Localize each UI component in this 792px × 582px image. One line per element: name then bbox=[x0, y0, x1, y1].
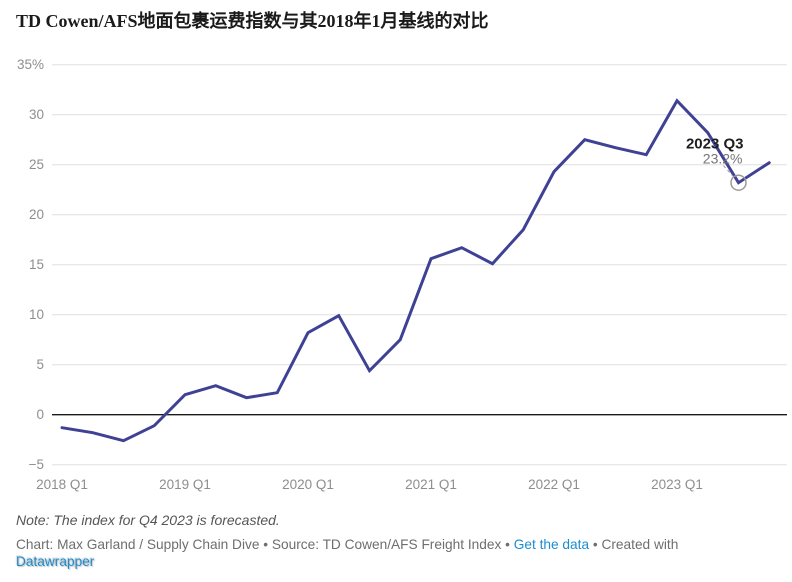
forecast-point-marker bbox=[730, 174, 747, 191]
annotation-connector bbox=[723, 165, 734, 178]
y-tick-label: 0 bbox=[36, 407, 44, 422]
byline-credit-text: Chart: Max Garland / Supply Chain Dive •… bbox=[16, 537, 514, 552]
chart-footer: Note: The index for Q4 2023 is forecaste… bbox=[16, 512, 778, 570]
y-tick-label: 15 bbox=[29, 257, 44, 272]
annotation-value: 23.2% bbox=[703, 151, 743, 167]
line-chart: 35% 30 25 20 15 10 5 0 −5 2018 Q1 2019 Q1 2020 Q1 20… bbox=[17, 57, 787, 492]
byline-created-with-text: • Created with bbox=[589, 537, 679, 552]
freight-index-line bbox=[60, 98, 771, 443]
y-tick-label: 5 bbox=[36, 357, 44, 372]
y-tick-label: 30 bbox=[29, 107, 44, 122]
x-tick-label: 2023 Q1 bbox=[651, 477, 703, 492]
chart-title: TD Cowen/AFS地面包裹运费指数与其2018年1月基线的对比 bbox=[16, 11, 489, 31]
y-tick-label: 25 bbox=[29, 157, 44, 172]
y-tick-label: 35% bbox=[17, 57, 44, 72]
y-tick-label: 20 bbox=[29, 207, 44, 222]
get-the-data-link[interactable]: Get the data bbox=[513, 537, 590, 552]
x-tick-label: 2020 Q1 bbox=[282, 477, 334, 492]
chart-byline: Chart: Max Garland / Supply Chain Dive •… bbox=[16, 536, 778, 570]
chart-note: Note: The index for Q4 2023 is forecaste… bbox=[16, 512, 280, 528]
y-tick-label: 10 bbox=[29, 307, 44, 322]
x-tick-label: 2019 Q1 bbox=[159, 477, 211, 492]
x-tick-label: 2021 Q1 bbox=[405, 477, 457, 492]
datawrapper-link[interactable]: Datawrapper bbox=[16, 554, 95, 569]
y-tick-label: −5 bbox=[29, 457, 44, 472]
annotation-label: 2023 Q3 bbox=[686, 136, 744, 153]
x-tick-label: 2022 Q1 bbox=[528, 477, 580, 492]
x-tick-label: 2018 Q1 bbox=[36, 477, 88, 492]
